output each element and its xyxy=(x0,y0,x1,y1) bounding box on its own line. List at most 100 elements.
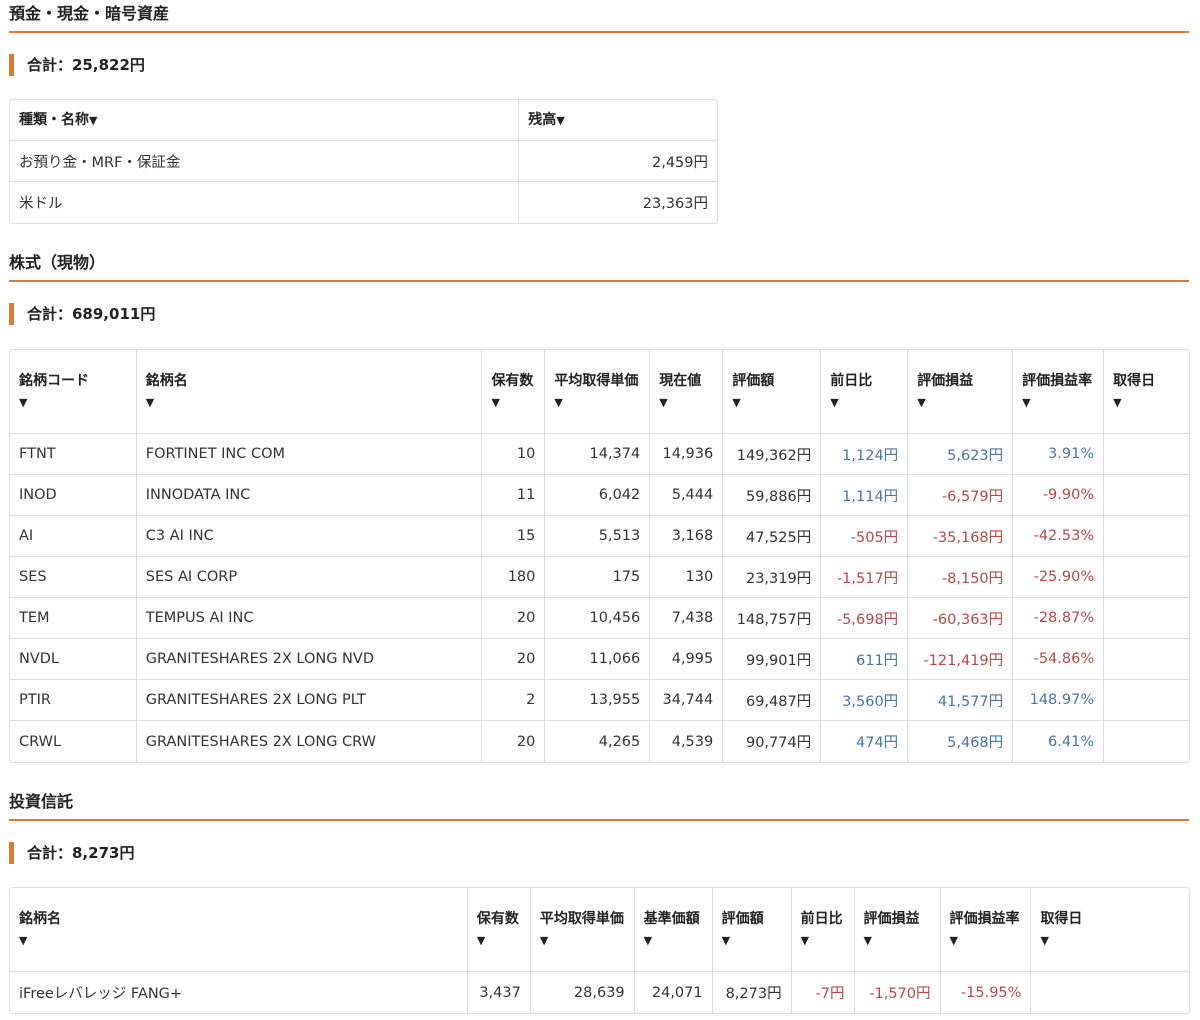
stock-code: AI xyxy=(10,516,137,557)
stock-change: -505円 xyxy=(821,516,909,557)
stock-table: 銘柄コード ▼ 銘柄名 ▼ 保有数 ▼ 平均取得単価 ▼ 現在値 ▼ 評価額 ▼ 前日比 ▼ … xyxy=(9,349,1190,763)
sort-header-avg-cost[interactable]: 平均取得単価 ▼ xyxy=(545,350,651,434)
sort-header-code[interactable]: 銘柄コード ▼ xyxy=(10,350,137,434)
fund-avg-cost: 28,639 xyxy=(531,972,635,1013)
sort-header-date[interactable]: 取得日 ▼ xyxy=(1104,350,1189,434)
fund-name: iFreeレバレッジ FANG+ xyxy=(10,972,468,1013)
sort-header-name[interactable]: 種類・名称▼ xyxy=(10,100,520,141)
stock-pl: -6,579円 xyxy=(908,475,1014,516)
stock-date xyxy=(1104,639,1189,680)
sort-header-pl-rate[interactable]: 評価損益率 ▼ xyxy=(1013,350,1105,434)
sort-arrow-icon: ▼ xyxy=(863,933,872,947)
stock-change: 611円 xyxy=(821,639,909,680)
stock-pl-rate: 148.97% xyxy=(1013,680,1105,721)
sort-header-value[interactable]: 評価額 ▼ xyxy=(723,350,822,434)
sort-header-nav[interactable]: 基準価額 ▼ xyxy=(634,888,713,972)
stock-price: 7,438 xyxy=(650,598,724,639)
header-label: 銘柄名 xyxy=(145,372,188,389)
stock-date xyxy=(1104,680,1189,721)
sort-header-change[interactable]: 前日比 ▼ xyxy=(791,888,855,972)
cash-section-title: 預金・現金・暗号資産 xyxy=(9,4,170,23)
header-label: 種類・名称 xyxy=(19,111,89,128)
stock-qty: 20 xyxy=(482,721,546,762)
sort-arrow-icon: ▼ xyxy=(721,933,731,947)
sort-header-value[interactable]: 評価額 ▼ xyxy=(712,888,792,972)
table-row: NVDL GRANITESHARES 2X LONG NVD 20 11,066 4,9… xyxy=(10,639,1189,680)
cash-section-divider xyxy=(9,31,1189,33)
stock-avg-cost: 10,456 xyxy=(545,598,651,639)
sort-arrow-icon: ▼ xyxy=(145,395,155,409)
header-label: 残高 xyxy=(528,111,557,128)
stock-pl: -60,363円 xyxy=(908,598,1014,639)
sort-header-pl[interactable]: 評価損益 ▼ xyxy=(908,350,1014,434)
sort-arrow-icon: ▼ xyxy=(1113,395,1122,409)
sort-header-balance[interactable]: 残高▼ xyxy=(519,100,717,141)
stock-qty: 20 xyxy=(482,639,546,680)
stock-code: SES xyxy=(10,557,137,598)
stock-avg-cost: 175 xyxy=(545,557,651,598)
stock-qty: 2 xyxy=(482,680,546,721)
stock-date xyxy=(1104,721,1189,762)
header-label: 保有数 xyxy=(491,372,534,389)
stock-pl-rate: -54.86% xyxy=(1013,639,1105,680)
header-label: 平均取得単価 xyxy=(554,372,639,389)
stock-value: 23,319円 xyxy=(723,557,822,598)
header-label: 保有数 xyxy=(476,910,519,927)
header-label: 評価額 xyxy=(721,910,764,927)
sort-header-pl[interactable]: 評価損益 ▼ xyxy=(854,888,941,972)
stocks-total: 合計：689,011円 xyxy=(9,303,155,325)
sort-header-qty[interactable]: 保有数 ▼ xyxy=(467,888,531,972)
header-label: 評価損益 xyxy=(863,910,920,927)
stock-price: 130 xyxy=(650,557,724,598)
sort-header-change[interactable]: 前日比 ▼ xyxy=(821,350,909,434)
sort-header-qty[interactable]: 保有数 ▼ xyxy=(482,350,546,434)
header-label: 銘柄名 xyxy=(19,910,61,927)
stock-avg-cost: 4,265 xyxy=(545,721,651,762)
sort-arrow-icon: ▼ xyxy=(556,113,565,127)
header-label: 前日比 xyxy=(800,910,843,927)
table-row: iFreeレバレッジ FANG+ 3,437 28,639 24,071 8,273円 -… xyxy=(10,972,1189,1013)
sort-header-price[interactable]: 現在値 ▼ xyxy=(650,350,724,434)
stock-value: 69,487円 xyxy=(723,680,822,721)
stock-code: NVDL xyxy=(10,639,137,680)
header-label: 前日比 xyxy=(830,372,873,389)
stock-pl-rate: -28.87% xyxy=(1013,598,1105,639)
fund-date xyxy=(1031,972,1189,1013)
stock-qty: 10 xyxy=(482,434,546,475)
stock-avg-cost: 5,513 xyxy=(545,516,651,557)
sort-arrow-icon: ▼ xyxy=(19,395,28,409)
funds-total: 合計：8,273円 xyxy=(9,842,134,864)
sort-header-pl-rate[interactable]: 評価損益率 ▼ xyxy=(940,888,1032,972)
cash-total: 合計：25,822円 xyxy=(9,54,145,76)
stock-avg-cost: 11,066 xyxy=(545,639,651,680)
stock-name: FORTINET INC COM xyxy=(136,434,483,475)
table-row: お預り金・MRF・保証金 2,459円 xyxy=(10,141,717,182)
table-row: CRWL GRANITESHARES 2X LONG CRW 20 4,265 4,53… xyxy=(10,721,1189,762)
header-label: 取得日 xyxy=(1113,372,1156,389)
table-row: 米ドル 23,363円 xyxy=(10,182,717,223)
stock-name: TEMPUS AI INC xyxy=(136,598,483,639)
sort-arrow-icon: ▼ xyxy=(830,395,839,409)
sort-arrow-icon: ▼ xyxy=(19,933,28,947)
stock-code: FTNT xyxy=(10,434,137,475)
stock-name: GRANITESHARES 2X LONG NVD xyxy=(136,639,483,680)
sort-arrow-icon: ▼ xyxy=(1022,395,1031,409)
sort-header-name[interactable]: 銘柄名 ▼ xyxy=(10,888,468,972)
stock-pl: 5,468円 xyxy=(908,721,1014,762)
table-row: FTNT FORTINET INC COM 10 14,374 14,936 149,36… xyxy=(10,434,1189,475)
fund-table: 銘柄名 ▼ 保有数 ▼ 平均取得単価 ▼ 基準価額 ▼ 評価額 ▼ 前日比 ▼ 評価損益 ▼ … xyxy=(9,887,1190,1014)
sort-arrow-icon: ▼ xyxy=(554,395,563,409)
stock-date xyxy=(1104,434,1189,475)
sort-arrow-icon: ▼ xyxy=(917,395,926,409)
sort-header-date[interactable]: 取得日 ▼ xyxy=(1031,888,1189,972)
stock-pl-rate: -25.90% xyxy=(1013,557,1105,598)
stock-change: -5,698円 xyxy=(821,598,909,639)
header-label: 評価額 xyxy=(732,372,775,389)
stock-value: 59,886円 xyxy=(723,475,822,516)
sort-arrow-icon: ▼ xyxy=(476,933,486,947)
sort-header-avg-cost[interactable]: 平均取得単価 ▼ xyxy=(530,888,635,972)
sort-header-name[interactable]: 銘柄名 ▼ xyxy=(136,350,483,434)
table-row: TEM TEMPUS AI INC 20 10,456 7,438 148,757円 -5,… xyxy=(10,598,1189,639)
funds-section-title: 投資信託 xyxy=(9,792,74,811)
sort-arrow-icon: ▼ xyxy=(539,933,549,947)
